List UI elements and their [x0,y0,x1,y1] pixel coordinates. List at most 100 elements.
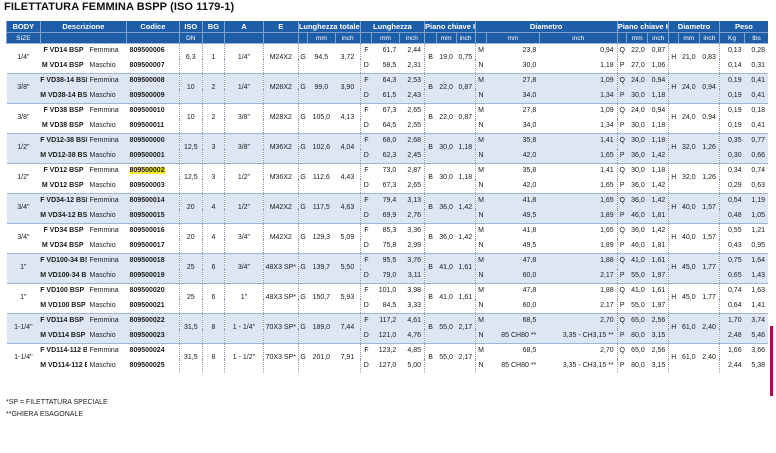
piano-chiave-2-inch-cell: 1,97 [647,298,669,314]
unit-inch: inch [698,32,720,44]
tipo-cell: Maschio [86,208,127,224]
m-n-letter-cell: M [474,103,487,119]
a-cell: 1/2" [223,193,264,224]
piano-chiave-inch-cell: 1,42 [456,223,476,254]
col-e: E [262,21,299,33]
h-letter-cell: H [668,223,679,254]
lunghezza-inch-cell: 2,99 [399,238,425,254]
lunghezza-inch-cell: 4,76 [399,328,425,344]
q-p-letter-cell: P [616,358,627,373]
codice-cell: 809500023 [126,328,180,344]
tipo-cell: Maschio [86,58,127,74]
col-codice: Codice [126,21,180,33]
q-p-letter-cell: Q [616,343,627,359]
piano-chiave-2-mm-cell: 65,0 [626,343,648,359]
lunghezza-totale-mm-cell: 129,3 [307,223,336,254]
codice-cell: 809500010 [126,103,180,119]
q-p-letter-cell: Q [616,283,627,299]
diametro-inch-cell: 1,41 [539,163,618,179]
lunghezza-totale-inch-cell: 4,63 [335,193,361,224]
diametro-mm-cell: 34,0 [486,88,540,104]
diametro-inch-cell: 1,34 [539,88,618,104]
piano-chiave-mm-cell: 36,0 [436,193,457,224]
lunghezza-inch-cell: 5,00 [399,358,425,373]
codice-value: 809500014 [129,197,165,204]
lunghezza-inch-cell: 3,76 [399,253,425,269]
unit-mm: mm [677,32,700,44]
codice-cell: 809500000 [126,133,180,149]
lunghezza-inch-cell: 2,65 [399,178,425,194]
q-p-letter-cell: Q [616,133,627,149]
diametro-2-mm-cell: 21,0 [678,43,700,74]
a-cell: 1 - 1/4" [223,313,264,344]
e-cell: 48X3 SP* [262,283,299,314]
lunghezza-mm-cell: 58,5 [371,58,400,74]
body-size-cell: 1-1/4" [6,313,41,344]
lunghezza-mm-cell: 123,2 [371,343,400,359]
peso-lbs-cell: 5,38 [744,358,768,373]
lunghezza-inch-cell: 3,98 [399,283,425,299]
lunghezza-inch-cell: 2,31 [399,58,425,74]
m-n-letter-cell: M [474,73,487,89]
q-p-letter-cell: P [616,208,627,224]
peso-lbs-cell: 0,41 [744,118,768,134]
diametro-2-inch-cell: 1,57 [699,223,720,254]
f-d-letter-cell: D [359,328,372,344]
q-p-letter-cell: Q [616,163,627,179]
col-lunghezza-totale: Lunghezza totale [297,21,361,33]
codice-value: 809500000 [129,137,165,144]
diametro-inch-cell: 1,88 [539,283,618,299]
f-d-letter-cell: D [359,238,372,254]
scrollbar-indicator[interactable] [770,326,773,396]
piano-chiave-2-inch-cell: 3,15 [647,358,669,373]
piano-chiave-2-inch-cell: 1,61 [647,253,669,269]
diametro-mm-cell: 41,8 [486,193,540,209]
unit-kg: Kg [718,32,745,44]
diametro-2-mm-cell: 45,0 [678,283,700,314]
table-row: 3/8" F VD38 BSP Femmina 809500010 10 2 3/8" M28… [6,103,768,134]
lunghezza-totale-inch-cell: 7,44 [335,313,361,344]
g-letter-cell: G [297,163,308,194]
diametro-inch-cell: 1,65 [539,223,618,239]
diametro-inch-cell: 1,41 [539,133,618,149]
descrizione-cell: M VD34 BSP [40,238,87,254]
bg-cell: 3 [201,133,225,164]
peso-lbs-cell: 5,46 [744,328,768,344]
table-row: 1-1/4" F VD114 BSP Femmina 809500022 31,5 8 1 … [6,313,768,344]
lunghezza-inch-cell: 2,53 [399,73,425,89]
body-size-cell: 1" [6,253,41,284]
descrizione-cell: F VD34-12 BSP [40,193,87,209]
codice-cell: 809500009 [126,88,180,104]
f-d-letter-cell: F [359,283,372,299]
descrizione-cell: F VD100-34 BSP [40,253,87,269]
descrizione-cell: F VD38 BSP [40,103,87,119]
a-cell: 3/4" [223,223,264,254]
peso-kg-cell: 0,54 [718,193,745,209]
tipo-cell: Femmina [86,283,127,299]
table-row: M VD114-112 BSPMaschio809500025 D127,05,0… [7,358,768,373]
subheader-row: SIZE DN mm inch mm inch mm inch mm inch … [6,32,768,44]
bg-cell: 2 [201,103,225,134]
diametro-2-inch-cell: 1,57 [699,193,720,224]
peso-kg-cell: 0,55 [718,223,745,239]
h-letter-cell: H [668,73,679,104]
f-d-letter-cell: F [359,223,372,239]
f-d-letter-cell: D [359,118,372,134]
body-size-cell: 1" [6,283,41,314]
diametro-mm-cell: 85 CH80 ** [486,328,540,344]
peso-lbs-cell: 1,19 [744,193,768,209]
a-cell: 1/4" [223,73,264,104]
diametro-mm-cell: 85 CH80 ** [486,358,540,373]
codice-cell: 809500020 [126,283,180,299]
table-row: M VD34-12 BSPMaschio809500015D69,92,76N4… [7,208,768,224]
lunghezza-inch-cell: 3,13 [399,193,425,209]
diametro-mm-cell: 35,8 [486,133,540,149]
descrizione-cell: M VD100 BSP [40,298,87,314]
piano-chiave-2-mm-cell: 30,0 [626,88,648,104]
piano-chiave-inch-cell: 2,17 [456,313,476,344]
tipo-cell: Maschio [86,328,127,344]
piano-chiave-mm-cell: 55,0 [436,313,457,344]
f-d-letter-cell: F [359,313,372,329]
col-piano-chiave-2: Piano chiave HEX [616,21,669,33]
codice-cell: 809500019 [126,268,180,284]
